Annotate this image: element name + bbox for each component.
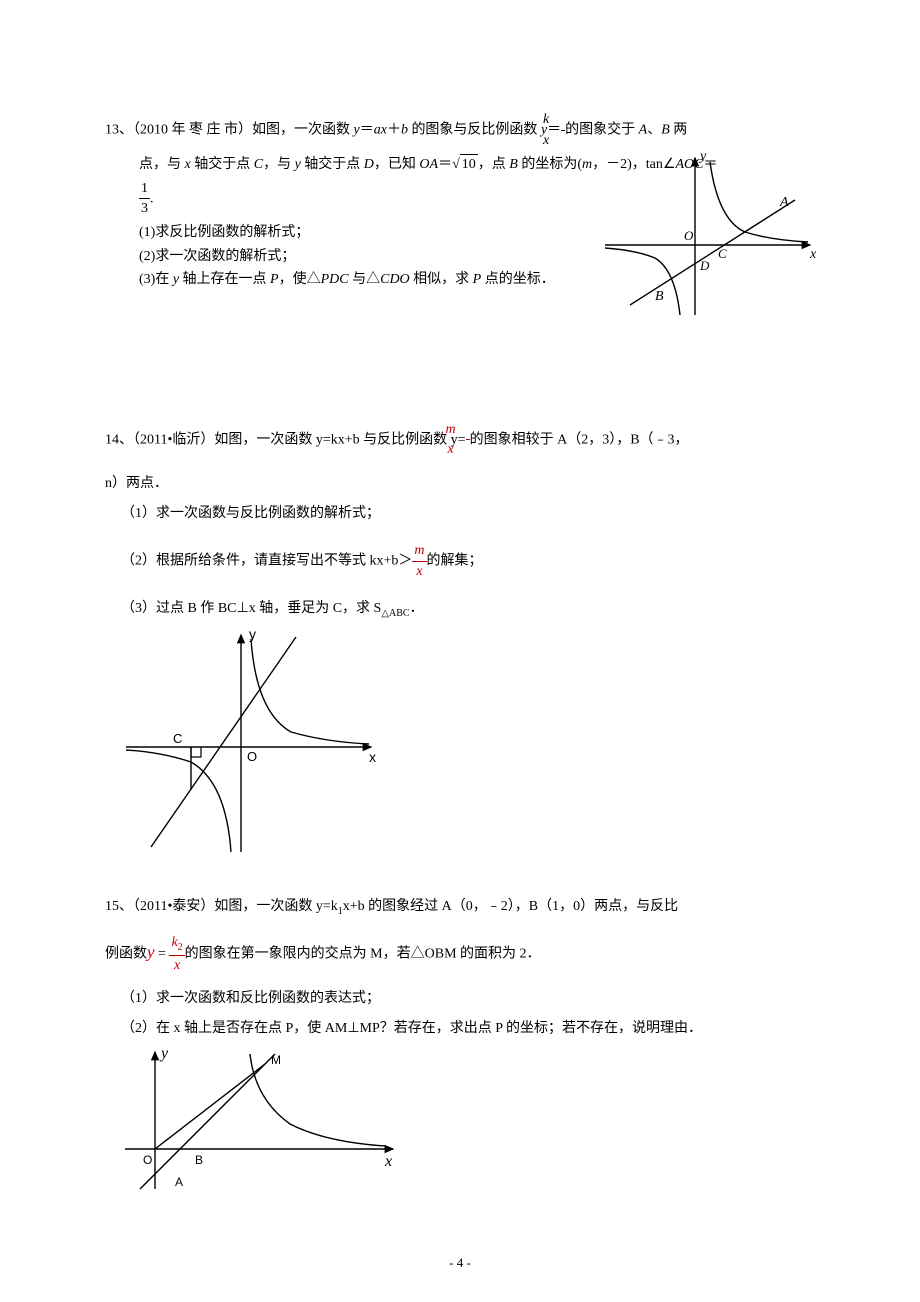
q14-figure: y x O C — [121, 627, 820, 857]
svg-text:M: M — [271, 1053, 281, 1067]
q14-num: 14、 — [105, 432, 133, 447]
problem-14: 14、（2011•临沂）如图，一次函数 y=kx+b 与反比例函数 y=mx的图… — [105, 420, 820, 857]
q13-line1: 13、（2010 年 枣 庄 市）如图，一次函数 y＝ax＋b 的图象与反比例函… — [105, 110, 820, 150]
svg-text:A: A — [779, 195, 789, 210]
svg-text:y: y — [249, 627, 256, 642]
q15-figure: y x O A B M — [115, 1044, 820, 1194]
svg-text:O: O — [143, 1153, 152, 1167]
page: 13、（2010 年 枣 庄 市）如图，一次函数 y＝ax＋b 的图象与反比例函… — [0, 0, 920, 1302]
page-number: - 4 - — [0, 1254, 920, 1272]
q14-p2: （2）根据所给条件，请直接写出不等式 kx+b＞mx的解集； — [105, 541, 820, 581]
spacer — [105, 330, 820, 420]
svg-text:B: B — [655, 289, 664, 304]
q14-line2: n）两点． — [105, 474, 820, 494]
q15-num: 15、 — [105, 899, 133, 914]
frac-13: 13 — [139, 179, 150, 219]
svg-text:O: O — [684, 228, 694, 243]
frac-mx2: mx — [412, 541, 426, 581]
q14-p1: （1）求一次函数与反比例函数的解析式； — [105, 504, 820, 524]
q13-figure: y x O A B C D — [600, 150, 820, 320]
svg-text:B: B — [195, 1153, 203, 1167]
svg-text:y: y — [159, 1045, 169, 1062]
q13-num: 13、 — [105, 122, 133, 137]
svg-text:A: A — [175, 1175, 183, 1189]
svg-text:D: D — [699, 258, 710, 273]
q15-line1: 15、（2011•泰安）如图，一次函数 y=k1x+b 的图象经过 A（0，﹣2… — [105, 897, 820, 919]
svg-text:x: x — [384, 1153, 392, 1170]
frac-k2x: k2x — [169, 933, 184, 975]
problem-13: 13、（2010 年 枣 庄 市）如图，一次函数 y＝ax＋b 的图象与反比例函… — [105, 110, 820, 290]
q15-p1: （1）求一次函数和反比例函数的表达式； — [105, 989, 820, 1009]
q14-p3: （3）过点 B 作 BC⊥x 轴，垂足为 C，求 S△ABC． — [105, 599, 820, 621]
q14-line1: 14、（2011•临沂）如图，一次函数 y=kx+b 与反比例函数 y=mx的图… — [105, 420, 820, 460]
q15-line2: 例函数y = k2x的图象在第一象限内的交点为 M，若△OBM 的面积为 2． — [105, 933, 820, 975]
svg-text:C: C — [173, 731, 182, 746]
q15-p2: （2）在 x 轴上是否存在点 P，使 AM⊥MP？若存在，求出点 P 的坐标；若… — [105, 1019, 820, 1039]
svg-text:O: O — [247, 749, 257, 764]
svg-text:y: y — [698, 150, 707, 164]
svg-text:x: x — [809, 247, 817, 262]
sqrt-10: √10 — [452, 154, 478, 175]
svg-text:C: C — [718, 246, 727, 261]
svg-text:x: x — [369, 749, 376, 765]
problem-15: 15、（2011•泰安）如图，一次函数 y=k1x+b 的图象经过 A（0，﹣2… — [105, 897, 820, 1194]
